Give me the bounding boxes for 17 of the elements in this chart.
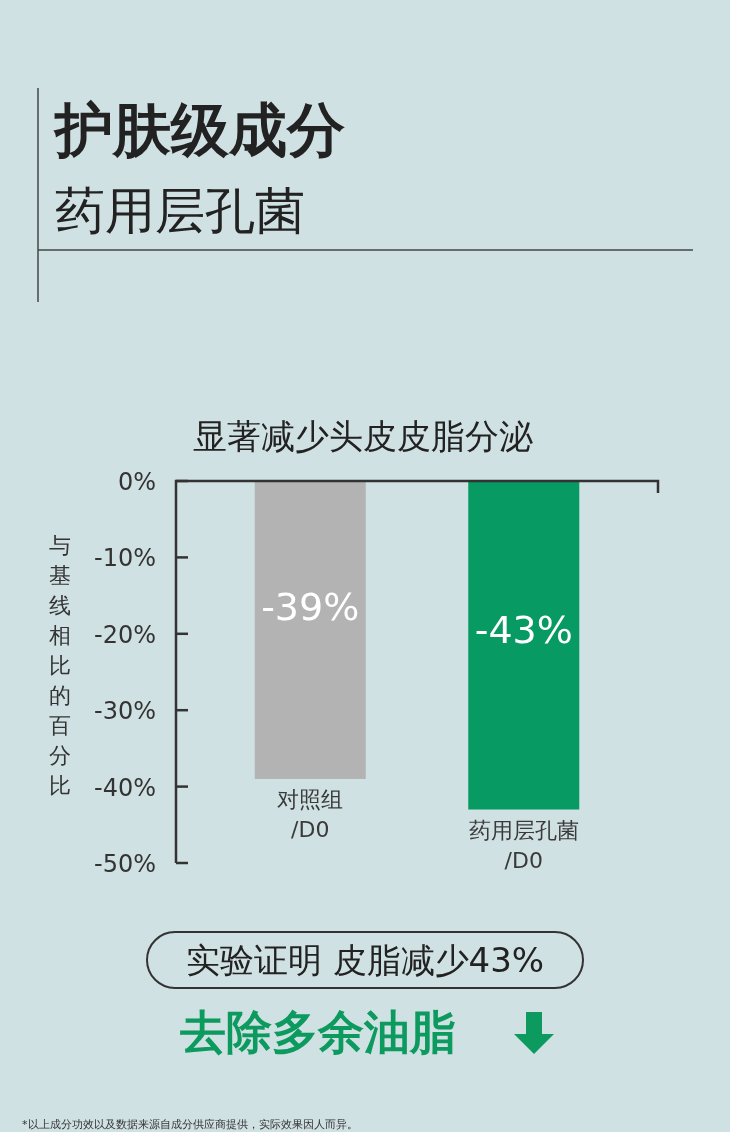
text: 实验证明 皮脂减少43%	[185, 940, 545, 980]
chart-title: 护肤级成分	[53, 96, 345, 164]
chart-subtitle: 药用层孔菌	[55, 182, 305, 240]
text: 显著减少头皮皮脂分泌	[193, 416, 533, 456]
text: 去除多余油脂	[180, 1005, 456, 1059]
x-tick-label: 对照组 /D0	[277, 786, 344, 842]
y-tick-label: -30%	[93, 697, 156, 726]
data-label: -39%	[261, 585, 360, 630]
y-tick-label: 0%	[117, 468, 156, 496]
y-tick-label: -10%	[93, 544, 156, 573]
y-tick-label: -20%	[93, 620, 156, 649]
y-tick-label: -40%	[93, 773, 156, 802]
x-tick-label: 药用层孔菌 /D0	[468, 817, 579, 873]
data-label: -43%	[474, 607, 573, 652]
text: *以上成分功效以及数据来源自成分供应商提供，实际效果因人而异。	[22, 1118, 358, 1131]
y-tick-label: -50%	[93, 850, 156, 878]
text: 与基线相比的百分比	[49, 533, 71, 798]
